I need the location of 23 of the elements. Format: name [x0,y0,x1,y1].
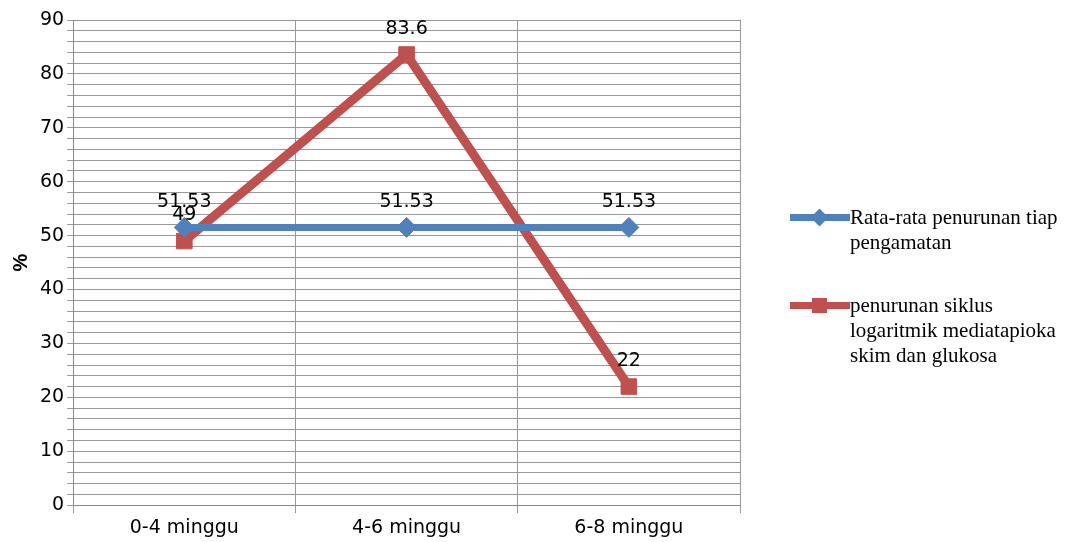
data-label: 51.53 [379,188,434,211]
y-tick-label: 80 [39,60,65,83]
legend-label: penurunan siklus logaritmik mediatapioka skim dan glukosa [850,293,1057,368]
y-tick-label: 60 [39,168,65,191]
data-label: 83.6 [385,15,428,38]
data-label: 22 [616,348,641,371]
y-tick-label: 30 [39,330,65,353]
point [176,232,193,250]
y-tick-label: 0 [52,492,65,515]
point [620,378,638,395]
y-tick-label: 10 [39,438,65,461]
point [398,46,415,63]
data-label: 51.53 [601,188,657,211]
legend-label: Rata-rata penurunan tiap pengamatan [850,205,1059,255]
y-tick-label: 90 [39,6,65,29]
y-tick-label: 40 [39,276,65,299]
y-tick-label: 20 [39,384,65,407]
x-tick-label: 6-8 minggu [574,514,684,537]
x-tick-label: 4-6 minggu [352,514,462,537]
y-tick-label: 50 [39,222,65,245]
y-tick-label: 70 [39,114,65,137]
x-tick-label: 0-4 minggu [129,514,239,537]
y-axis-title: % [8,253,31,272]
